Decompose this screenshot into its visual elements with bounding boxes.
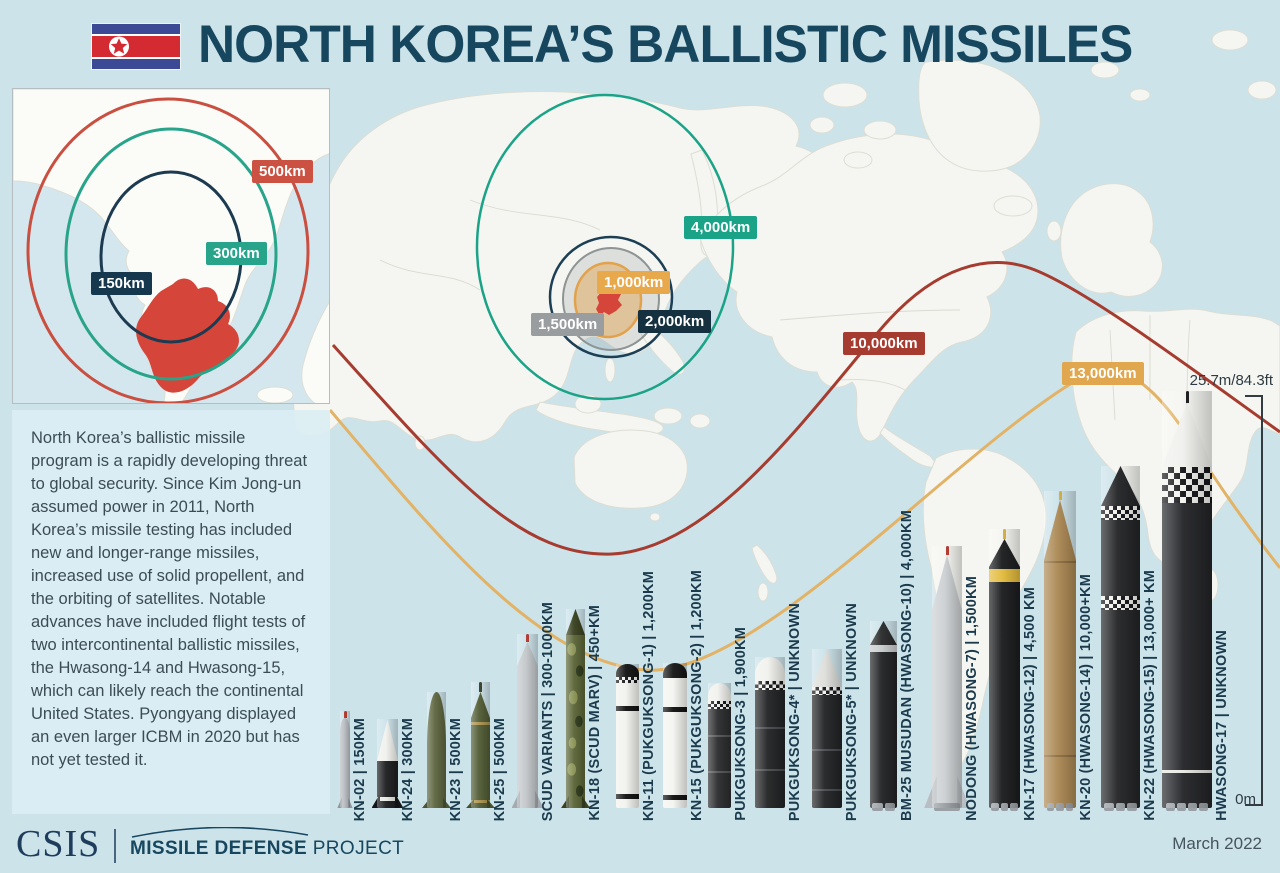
missile-kn-25 [466, 682, 495, 808]
missile-label: HWASONG-17 | UNKNOWN [1214, 630, 1230, 821]
logo-arc-icon [131, 827, 309, 838]
missile-defense-project-logo: MISSILE DEFENSE PROJECT [130, 827, 404, 860]
description-panel: North Korea’s ballistic missile program … [12, 410, 330, 814]
height-scale-line [1261, 396, 1263, 806]
missile-label: SCUD VARIANTS | 300-1000KM [540, 601, 556, 821]
missile-label: PUKGUKSONG-3 | 1,900KM [733, 627, 749, 821]
project-name-light: PROJECT [312, 838, 405, 859]
inset-japan [301, 301, 329, 403]
missile-label: KN-17 (HWASONG-12) | 4,500 KM [1022, 587, 1038, 821]
page-title: NORTH KOREA’S BALLISTIC MISSILES [198, 15, 1133, 74]
footer-divider [114, 829, 116, 863]
missile-kn-20 [1044, 491, 1076, 811]
range-badge-150km: 150km [91, 272, 152, 295]
missile-label: KN-20 (HWASONG-14) | 10,000+KM [1078, 574, 1094, 821]
missile-pukguksong-3 [708, 683, 731, 808]
missile-label: KN-02 | 150KM [352, 717, 368, 821]
project-name-bold: MISSILE DEFENSE [130, 838, 308, 859]
north-korea-flag-icon [92, 24, 180, 69]
missile-kn-24 [371, 719, 404, 808]
missile-label: KN-18 (SCUD MARV) | 450+KM [587, 605, 603, 821]
scale-top-tick [1245, 395, 1263, 397]
missile-label: PUKGUKSONG-4* | UNKNOWN [787, 602, 803, 821]
inset-north-korea-shape [136, 278, 239, 393]
range-ring-2000km [548, 235, 674, 359]
range-badge-500km: 500km [252, 160, 313, 183]
missile-hwasong-17 [1162, 391, 1212, 811]
inset-ring-500km [26, 97, 310, 403]
missile-bm-25 [870, 621, 897, 811]
missile-label: KN-24 | 300KM [400, 717, 416, 821]
inset-island [256, 386, 294, 403]
publication-date: March 2022 [1172, 834, 1262, 853]
inset-map-korea: 150km 300km 500km [12, 88, 330, 404]
missile-scud [511, 634, 544, 808]
range-ring-4000km [475, 93, 735, 401]
missile-kn-22 [1101, 466, 1140, 811]
missile-label: PUKGUKSONG-5* | UNKNOWN [844, 602, 860, 821]
scale-max-label: 25.7m/84.3ft [1189, 372, 1273, 389]
csis-logo: CSIS [16, 823, 101, 865]
missile-pukguksong-5 [812, 649, 842, 808]
missile-label: KN-15 (PUKGUKSONG-2) | 1,200KM [689, 570, 705, 821]
missile-label: BM-25 MUSUDAN (HWASONG-10) | 4,000KM [899, 510, 915, 821]
missile-nodong [924, 546, 970, 811]
missile-kn-23 [422, 692, 451, 808]
missile-kn-15 [663, 663, 687, 808]
range-arc-10000km [331, 261, 1280, 556]
description-text: North Korea’s ballistic missile program … [31, 429, 308, 769]
missile-label: KN-25 | 500KM [492, 717, 508, 821]
missile-label: NODONG (HWASONG-7) | 1,500KM [964, 576, 980, 821]
inset-map-svg [13, 89, 329, 403]
scale-zero-label: 0m [1235, 791, 1256, 808]
inset-ring-300km [64, 127, 278, 381]
missile-kn-18 [561, 609, 590, 808]
missile-kn-02 [337, 711, 353, 808]
missile-kn-11 [616, 664, 639, 808]
missile-label: KN-23 | 500KM [448, 717, 464, 821]
scale-bottom-tick [1245, 804, 1263, 806]
missile-label: KN-11 (PUKGUKSONG-1) | 1,200KM [641, 570, 657, 821]
range-badge-300km: 300km [206, 242, 267, 265]
missile-pukguksong-4 [755, 657, 785, 808]
missile-kn-17 [989, 529, 1020, 811]
missile-label: KN-22 (HWASONG-15) | 13,000+ KM [1142, 570, 1158, 821]
